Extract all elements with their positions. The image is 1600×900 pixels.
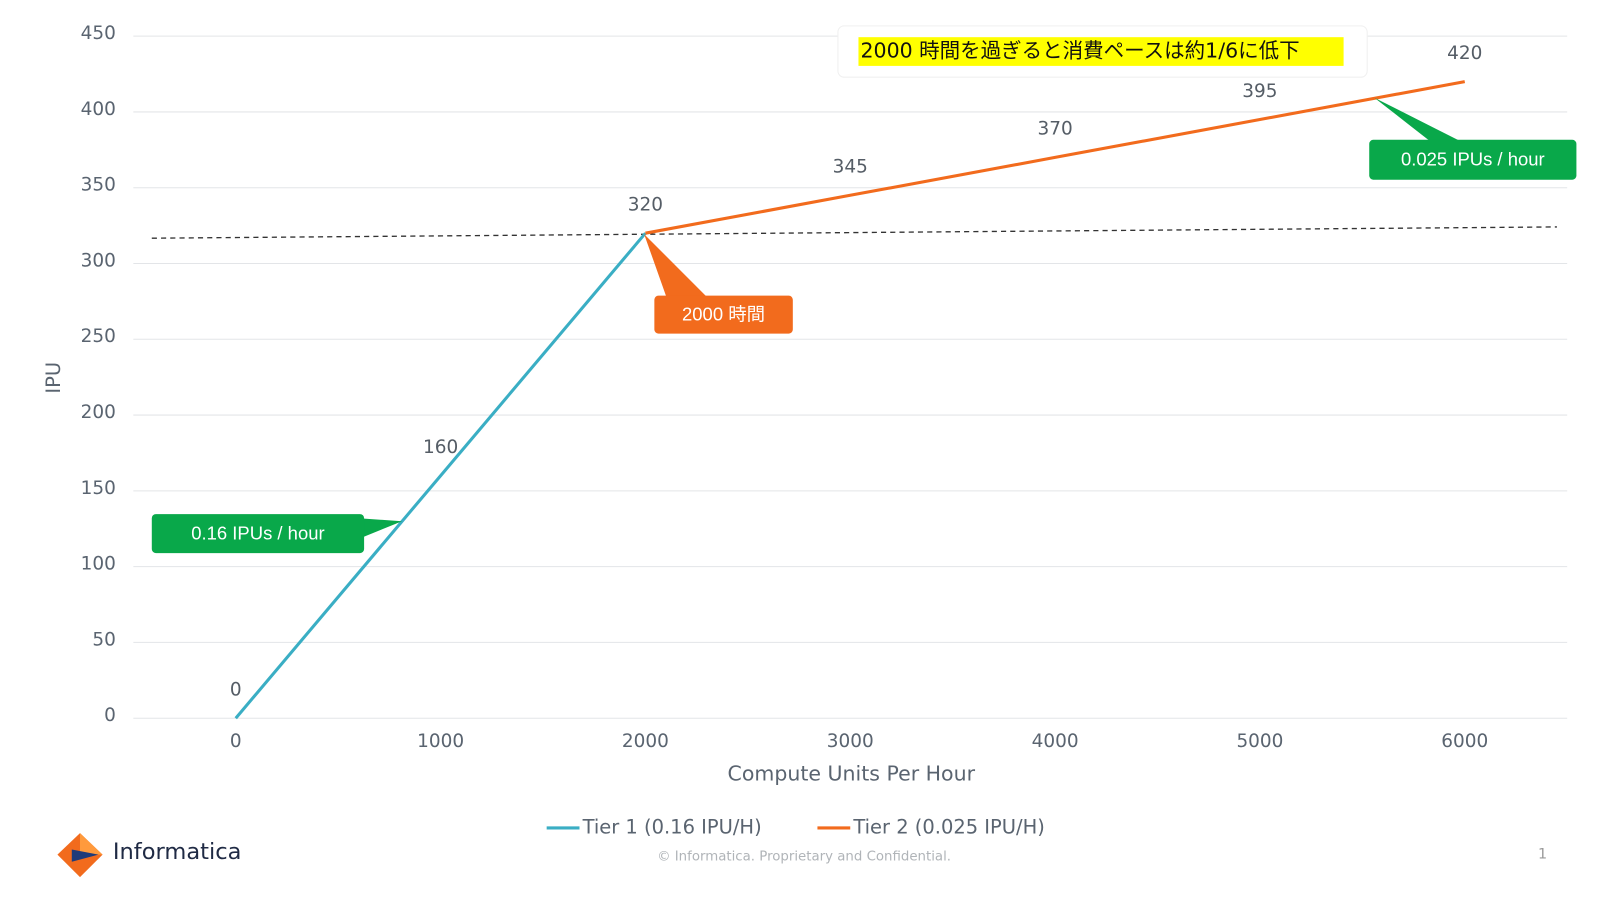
- legend-label: Tier 1 (0.16 IPU/H): [582, 815, 762, 838]
- value-label: 320: [628, 194, 663, 215]
- value-label: 345: [833, 157, 868, 178]
- callout-pointer: [1374, 97, 1462, 142]
- value-label: 395: [1242, 81, 1277, 102]
- copyright: © Informatica. Proprietary and Confident…: [657, 850, 951, 865]
- y-tick-label: 250: [81, 326, 116, 347]
- x-axis-title: Compute Units Per Hour: [728, 762, 976, 786]
- value-label: 370: [1037, 119, 1072, 140]
- x-tick-label: 2000: [622, 731, 669, 752]
- y-tick-label: 300: [81, 250, 116, 271]
- callout-text: 0.16 IPUs / hour: [191, 522, 324, 543]
- callout-box: [151, 514, 365, 554]
- callout-pointer: [358, 518, 403, 539]
- y-tick-label: 0: [104, 705, 116, 726]
- callout-box: [1369, 139, 1577, 180]
- y-tick-label: 450: [81, 23, 116, 44]
- y-tick-label: 400: [81, 99, 116, 120]
- page-number: 1: [1538, 847, 1547, 863]
- legend-label: Tier 2 (0.025 IPU/H): [852, 815, 1045, 838]
- x-tick-label: 0: [230, 731, 242, 752]
- value-label: 160: [423, 437, 458, 458]
- series-line: [234, 232, 647, 720]
- y-tick-label: 350: [81, 175, 116, 196]
- series-line: [645, 80, 1466, 235]
- x-tick-label: 6000: [1441, 731, 1488, 752]
- y-tick-label: 100: [81, 554, 116, 575]
- y-tick-label: 150: [81, 478, 116, 499]
- callout-box: [654, 295, 793, 334]
- value-label: 0: [230, 680, 242, 701]
- reference-line: [151, 226, 1557, 239]
- x-tick-label: 1000: [417, 731, 464, 752]
- logo: [57, 833, 103, 878]
- callout-pointer: [644, 234, 708, 298]
- y-tick-label: 200: [81, 402, 116, 423]
- value-label: 420: [1447, 43, 1482, 64]
- x-tick-label: 3000: [827, 731, 874, 752]
- callout-text: 0.025 IPUs / hour: [1401, 149, 1545, 170]
- annotation-note: 2000 時間を過ぎると消費ペースは約1/6に低下: [861, 39, 1300, 63]
- y-tick-label: 50: [92, 629, 115, 650]
- brand: Informatica: [113, 839, 242, 865]
- x-tick-label: 4000: [1032, 731, 1079, 752]
- x-tick-label: 5000: [1236, 731, 1283, 752]
- y-axis-title: IPU: [42, 362, 65, 394]
- highlight: [858, 37, 1344, 66]
- callout-text: 2000 時間: [682, 304, 765, 325]
